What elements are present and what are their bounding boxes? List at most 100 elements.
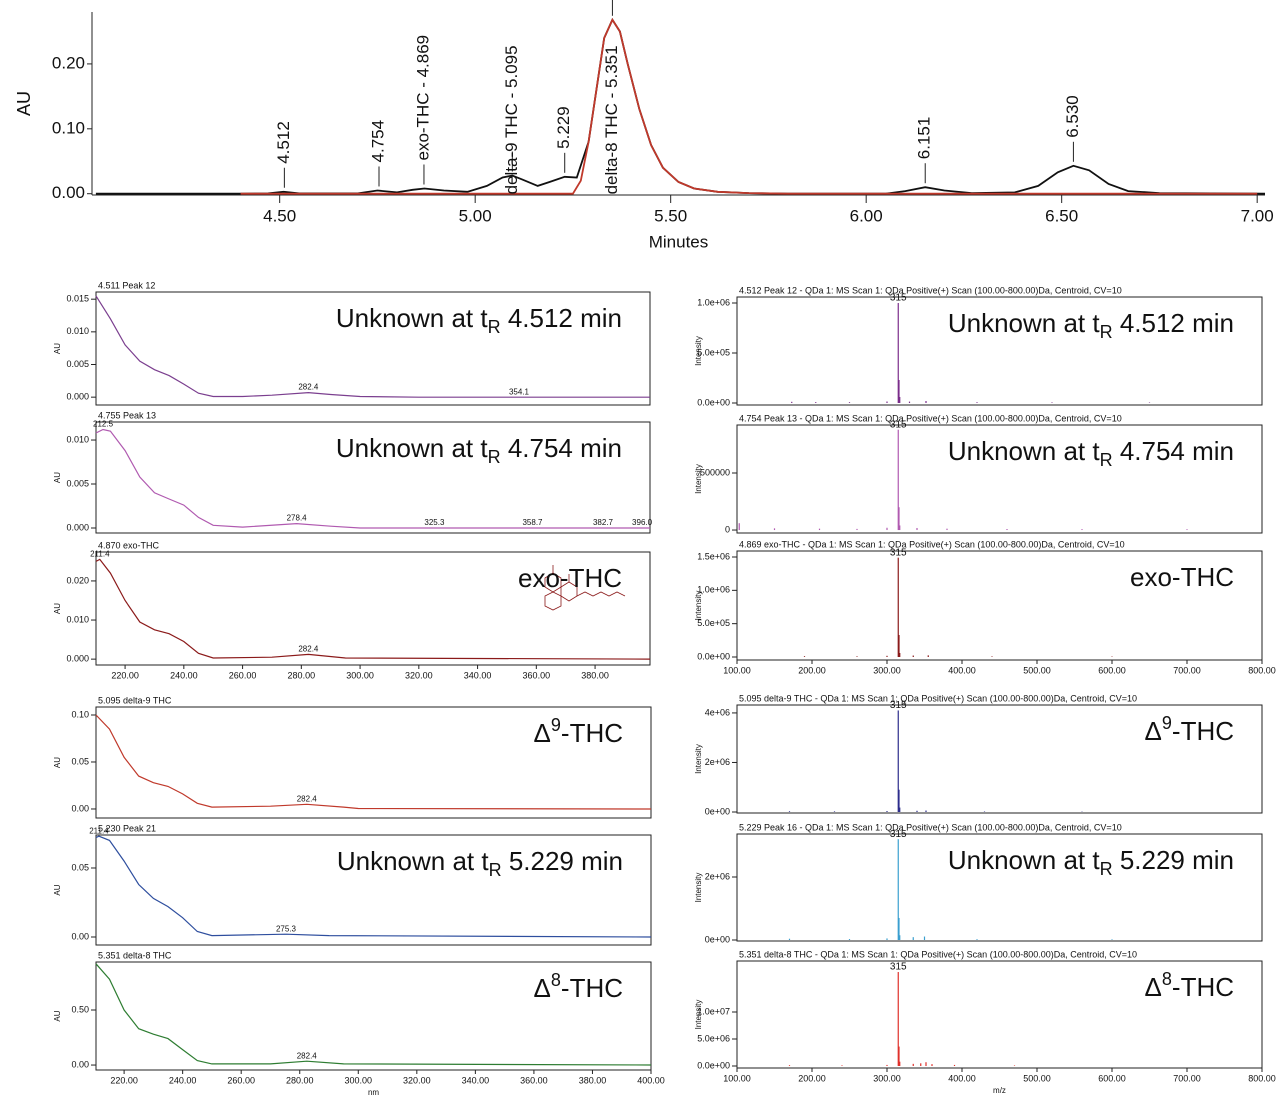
panel-header: 4.511 Peak 12 [98,280,155,290]
trace [95,428,650,529]
peak-label: 315 [890,829,907,840]
label-rest: -THC [1172,716,1234,746]
label-subscript: R [1100,322,1113,342]
y-tick-label: 0.010 [66,434,89,444]
x-tick-label: 220.00 [110,1075,138,1085]
y-tick-label: 0.05 [71,756,89,766]
x-tick-label: 5.00 [459,206,492,225]
x-tick-label: 700.00 [1173,665,1201,675]
panel-label: Δ8-THC [534,970,623,1003]
panel-header: 5.229 Peak 16 - QDa 1: MS Scan 1: QDa Po… [739,822,1122,832]
label-text: Δ [1145,972,1162,1002]
x-axis-label: nm [368,1088,379,1097]
y-tick-label: 1.0e+07 [697,1006,730,1016]
x-tick-label: 200.00 [798,665,826,675]
panel-header: 5.095 delta-9 THC - QDa 1: MS Scan 1: QD… [739,693,1137,703]
y-axis-label: AU [53,757,62,768]
x-tick-label: 320.00 [403,1075,431,1085]
panel-label: Δ9-THC [1145,713,1234,746]
label-subscript: R [1100,450,1113,470]
label-superscript: 8 [1162,969,1172,989]
peak-annotation: 4.512 [274,121,293,164]
peak-label: 282.4 [298,383,319,392]
peak-annotation: exo-THC - 4.869 [413,35,432,161]
panel-header: 5.351 delta-8 THC [98,950,172,960]
x-tick-label: 340.00 [464,670,492,680]
y-tick-label: 5.0e+06 [697,1033,730,1043]
x-tick-label: 5.50 [654,206,687,225]
peak-label: 396.0 [632,518,653,527]
y-axis-label: AU [53,1010,62,1021]
label-text: Unknown at t [336,303,489,333]
peak-label: 358.7 [522,518,543,527]
label-subscript: R [488,317,501,337]
panel-label: Unknown at tR 5.229 min [948,845,1234,879]
peak-label: 275.3 [276,924,297,933]
peak-annotation: 6.151 [915,117,934,160]
label-rest: 4.754 min [1113,436,1234,466]
panel-header: 5.351 delta-8 THC - QDa 1: MS Scan 1: QD… [739,949,1137,959]
y-tick-label: 0.0e+00 [697,651,730,661]
trace [95,558,651,660]
x-tick-label: 4.50 [263,206,296,225]
panel-frame [95,706,652,819]
panel-frame [736,704,1263,814]
label-rest: 5.229 min [502,846,623,876]
y-tick-label: 0.005 [66,478,89,488]
x-tick-label: 260.00 [227,1075,255,1085]
panel-label: Unknown at tR 4.754 min [948,436,1234,470]
x-tick-label: 260.00 [229,670,257,680]
y-tick-label: 1.0e+06 [697,585,730,595]
peak-label: 315 [890,419,907,430]
label-text: Unknown at t [337,846,490,876]
label-text: Unknown at t [948,436,1101,466]
trace [95,835,652,938]
peak-annotation: 6.530 [1063,95,1082,138]
x-tick-label: 280.00 [288,670,316,680]
panel-label: Unknown at tR 4.754 min [336,433,622,467]
x-tick-label: 240.00 [170,670,198,680]
panel-label: Unknown at tR 5.229 min [337,846,623,880]
panel-frame [95,834,652,946]
label-text: Unknown at t [948,845,1101,875]
x-tick-label: 6.50 [1045,206,1078,225]
y-axis-label: Intensity [694,744,703,774]
label-text: exo-THC [518,563,622,593]
peak-annotation: delta-8 THC - 5.351 [602,45,621,194]
trace [95,714,652,810]
y-axis-label: AU [53,884,62,895]
panel-label: exo-THC [1130,562,1234,592]
x-tick-label: 100.00 [723,665,751,675]
panel-frame [95,961,652,1071]
x-tick-label: 320.00 [405,670,433,680]
label-subscript: R [1100,859,1113,879]
label-subscript: R [489,860,502,880]
y-tick-label: 0.50 [71,1004,89,1014]
y-tick-label: 0.00 [52,183,85,202]
x-tick-label: 380.00 [579,1075,607,1085]
panel-header: 4.512 Peak 12 - QDa 1: MS Scan 1: QDa Po… [739,285,1122,295]
y-axis-label: Intensity [694,336,703,366]
label-text: Δ [534,718,551,748]
x-tick-label: 400.00 [637,1075,665,1085]
label-text: Unknown at t [336,433,489,463]
peak-label: 315 [890,547,907,558]
label-superscript: 9 [551,715,561,735]
panel-label: Δ9-THC [534,715,623,748]
x-tick-label: 300.00 [346,670,374,680]
peak-label: 315 [890,293,907,304]
panel-header: 4.869 exo-THC - QDa 1: MS Scan 1: QDa Po… [739,539,1125,549]
trace [95,295,650,398]
x-tick-label: 380.00 [581,670,609,680]
peak-label: 325.3 [424,518,445,527]
label-text: Unknown at t [948,308,1101,338]
panel-frame [95,291,651,406]
label-rest: -THC [561,718,623,748]
x-tick-label: 280.00 [286,1075,314,1085]
peak-annotation: delta-9 THC - 5.095 [502,45,521,194]
peak-label: 315 [890,962,907,973]
peak-label: 282.4 [298,645,319,654]
panel-label: Unknown at tR 4.512 min [336,303,622,337]
panel-label: Δ8-THC [1145,969,1234,1002]
